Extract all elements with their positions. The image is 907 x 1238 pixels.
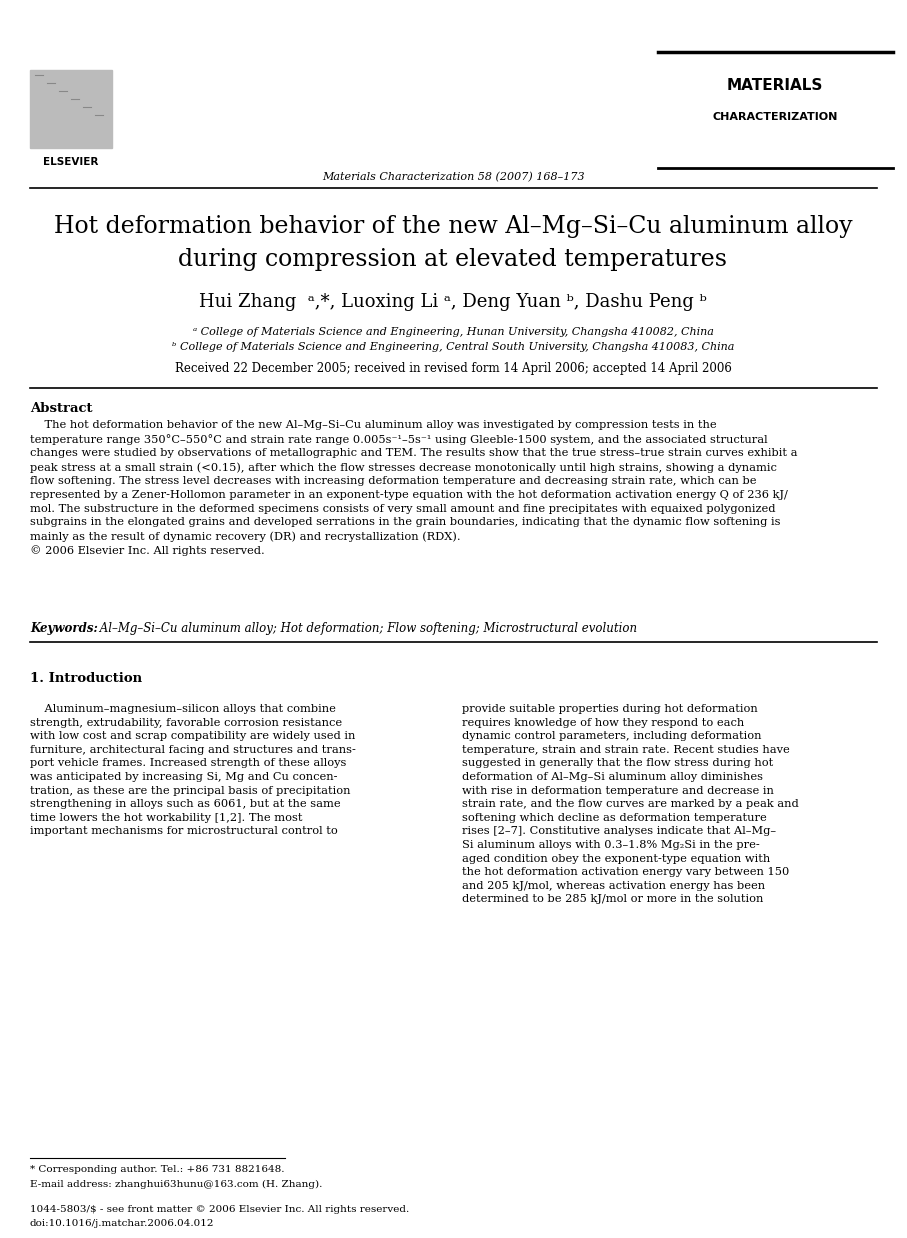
Text: Al–Mg–Si–Cu aluminum alloy; Hot deformation; Flow softening; Microstructural evo: Al–Mg–Si–Cu aluminum alloy; Hot deformat… — [96, 621, 637, 635]
Text: Received 22 December 2005; received in revised form 14 April 2006; accepted 14 A: Received 22 December 2005; received in r… — [174, 361, 731, 375]
Text: ELSEVIER: ELSEVIER — [44, 157, 99, 167]
Text: during compression at elevated temperatures: during compression at elevated temperatu… — [179, 248, 727, 271]
Text: ᵇ College of Materials Science and Engineering, Central South University, Changs: ᵇ College of Materials Science and Engin… — [171, 342, 734, 352]
Text: * Corresponding author. Tel.: +86 731 8821648.: * Corresponding author. Tel.: +86 731 88… — [30, 1165, 285, 1174]
Text: Materials Characterization 58 (2007) 168–173: Materials Characterization 58 (2007) 168… — [322, 172, 584, 182]
Text: E-mail address: zhanghui63hunu@163.com (H. Zhang).: E-mail address: zhanghui63hunu@163.com (… — [30, 1180, 322, 1190]
Text: ᵃ College of Materials Science and Engineering, Hunan University, Changsha 41008: ᵃ College of Materials Science and Engin… — [192, 327, 714, 337]
Text: provide suitable properties during hot deformation
requires knowledge of how the: provide suitable properties during hot d… — [462, 704, 799, 905]
Text: The hot deformation behavior of the new Al–Mg–Si–Cu aluminum alloy was investiga: The hot deformation behavior of the new … — [30, 420, 797, 556]
Text: Keywords:: Keywords: — [30, 621, 98, 635]
Bar — [30, 71, 112, 149]
Text: Aluminum–magnesium–silicon alloys that combine
strength, extrudability, favorabl: Aluminum–magnesium–silicon alloys that c… — [30, 704, 356, 837]
Text: doi:10.1016/j.matchar.2006.04.012: doi:10.1016/j.matchar.2006.04.012 — [30, 1219, 214, 1228]
Text: Abstract: Abstract — [30, 402, 93, 415]
Text: MATERIALS: MATERIALS — [727, 78, 824, 93]
Text: CHARACTERIZATION: CHARACTERIZATION — [712, 111, 838, 123]
Text: Hot deformation behavior of the new Al–Mg–Si–Cu aluminum alloy: Hot deformation behavior of the new Al–M… — [54, 215, 853, 238]
Text: 1044-5803/$ - see front matter © 2006 Elsevier Inc. All rights reserved.: 1044-5803/$ - see front matter © 2006 El… — [30, 1205, 409, 1214]
Text: Hui Zhang  ᵃ,*, Luoxing Li ᵃ, Deng Yuan ᵇ, Dashu Peng ᵇ: Hui Zhang ᵃ,*, Luoxing Li ᵃ, Deng Yuan ᵇ… — [200, 293, 707, 311]
Text: 1. Introduction: 1. Introduction — [30, 672, 142, 685]
